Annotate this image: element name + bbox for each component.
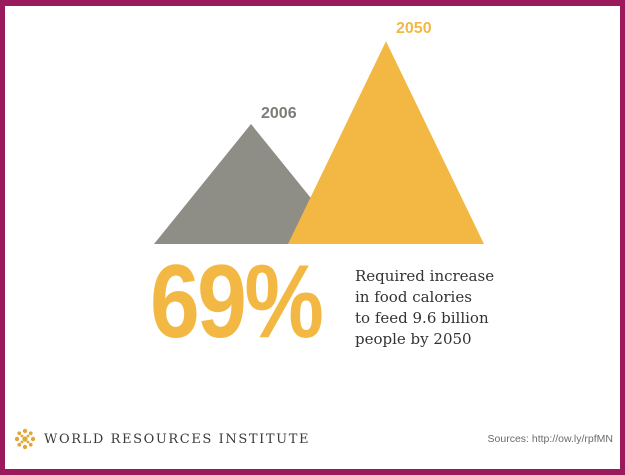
stat-caption: Required increase in food calories to fe… [355,266,555,350]
wri-logo: WORLD RESOURCES INSTITUTE [14,428,310,450]
caption-line-3: to feed 9.6 billion [355,309,489,327]
percent-increase-value: 69% [150,244,324,360]
year-label-2006: 2006 [261,105,297,122]
caption-line-1: Required increase [355,267,495,285]
caption-line-4: people by 2050 [355,330,472,348]
mountain-2050 [288,41,484,245]
year-label-2050: 2050 [396,20,432,37]
sources-link[interactable]: Sources: http://ow.ly/rpfMN [487,433,613,445]
wri-logo-icon [14,428,36,450]
mountain-2006 [154,124,348,244]
caption-line-2: in food calories [355,288,472,306]
organization-name: WORLD RESOURCES INSTITUTE [44,431,311,447]
